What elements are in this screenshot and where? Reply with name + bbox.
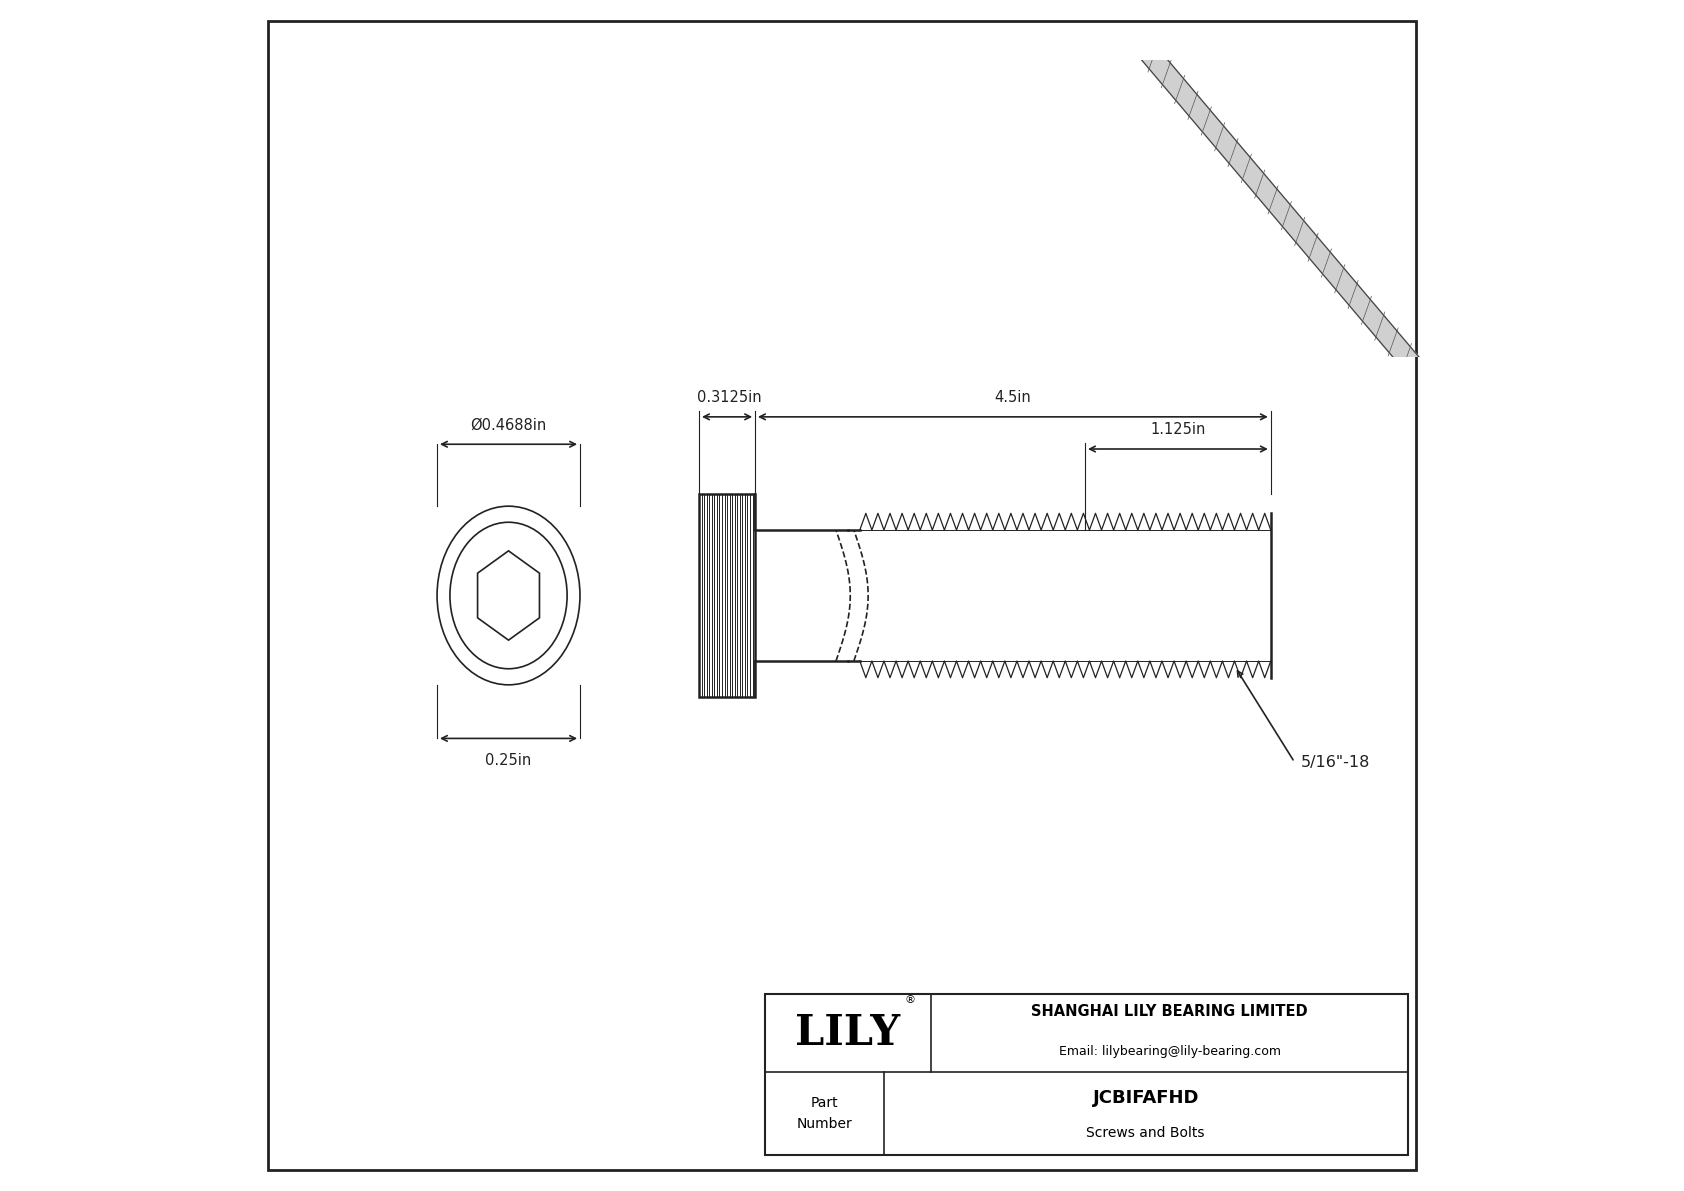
Polygon shape xyxy=(478,550,539,641)
Text: Screws and Bolts: Screws and Bolts xyxy=(1086,1125,1206,1140)
Ellipse shape xyxy=(438,506,579,685)
Text: 4.5in: 4.5in xyxy=(995,389,1031,405)
Text: 0.25in: 0.25in xyxy=(485,753,532,768)
Text: JCBIFAFHD: JCBIFAFHD xyxy=(1093,1089,1199,1108)
Text: LILY: LILY xyxy=(795,1012,901,1054)
Text: Email: lilybearing@lily-bearing.com: Email: lilybearing@lily-bearing.com xyxy=(1059,1045,1280,1058)
Text: 1.125in: 1.125in xyxy=(1150,422,1206,437)
Polygon shape xyxy=(1042,0,1583,574)
Text: Ø0.4688in: Ø0.4688in xyxy=(470,417,547,432)
Bar xyxy=(699,494,754,697)
Text: 0.3125in: 0.3125in xyxy=(697,389,761,405)
Text: 5/16"-18: 5/16"-18 xyxy=(1300,755,1369,769)
Bar xyxy=(765,994,1408,1155)
Ellipse shape xyxy=(450,522,568,669)
Text: ®: ® xyxy=(904,994,916,1005)
Text: Part
Number: Part Number xyxy=(797,1096,852,1131)
Text: SHANGHAI LILY BEARING LIMITED: SHANGHAI LILY BEARING LIMITED xyxy=(1031,1004,1308,1019)
